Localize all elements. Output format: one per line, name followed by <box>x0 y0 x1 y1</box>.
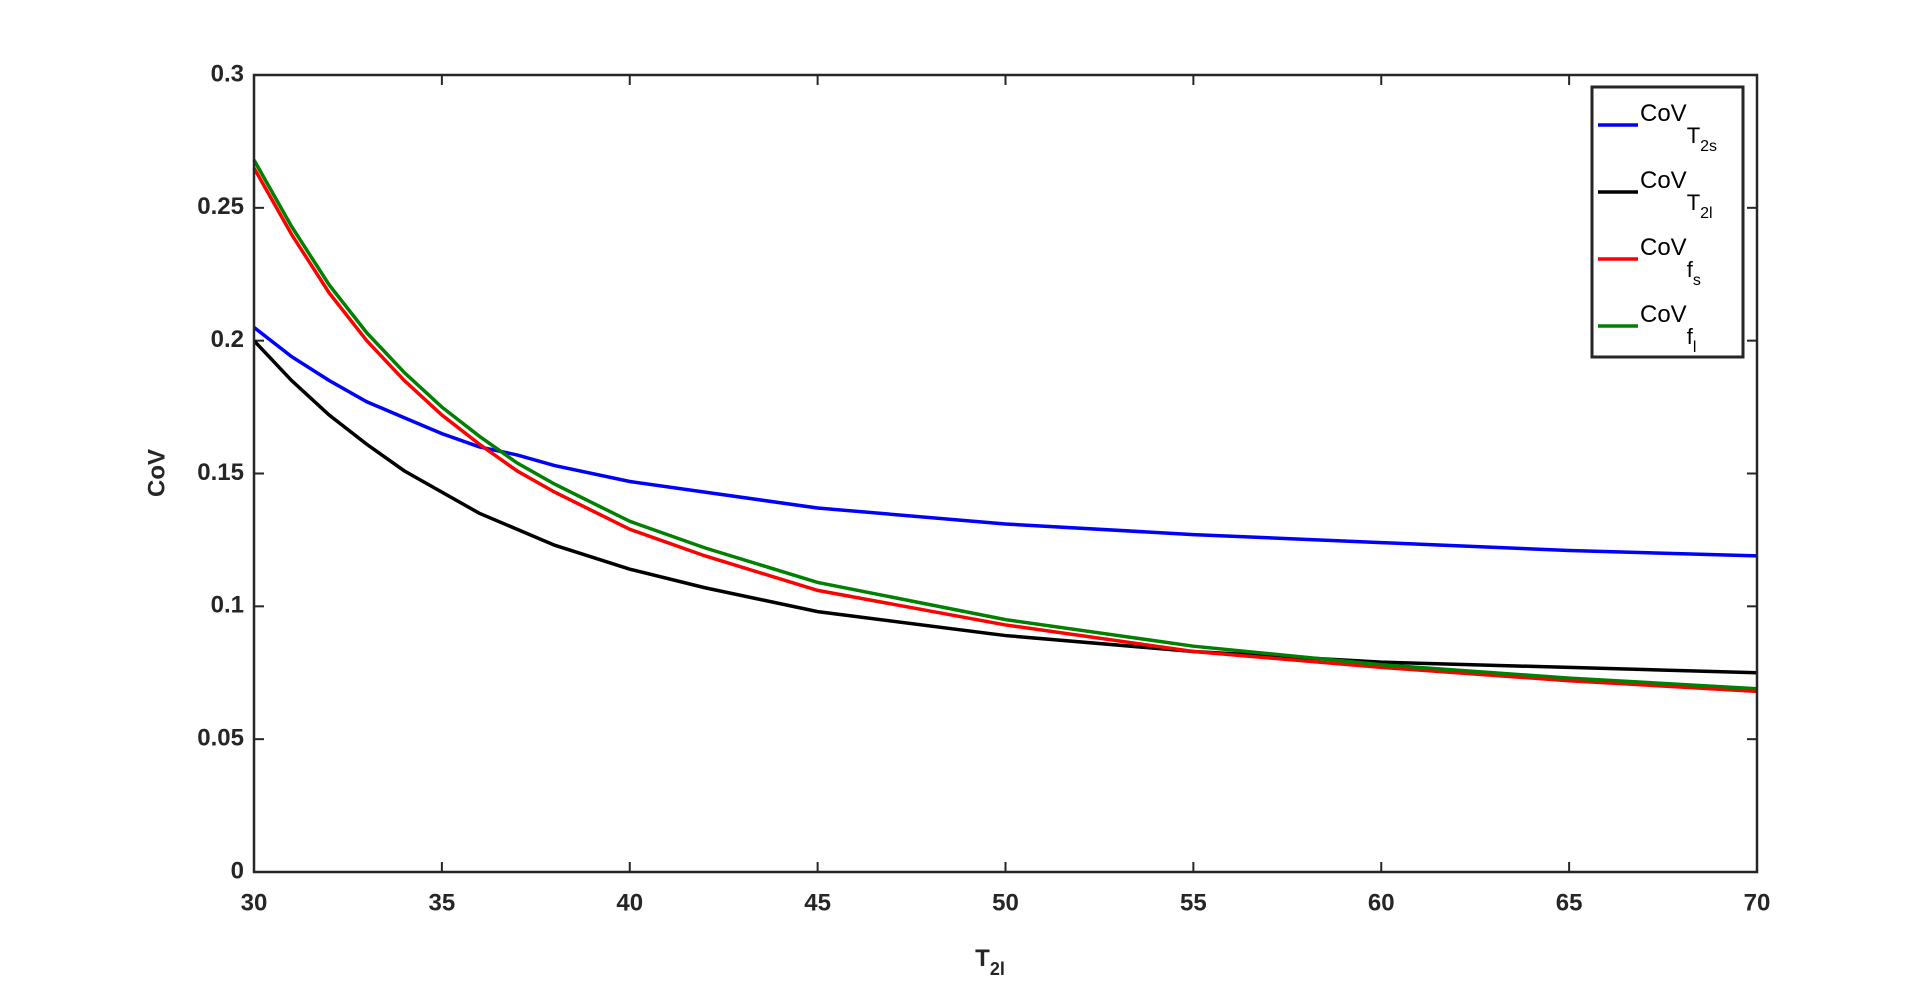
series-line <box>252 339 1758 675</box>
legend-label-subsub: s <box>1693 272 1701 289</box>
legend-label-subsub: 2l <box>1700 205 1712 222</box>
x-tick-label: 70 <box>1744 889 1771 916</box>
y-tick-label: 0.15 <box>197 459 244 486</box>
y-tick-label: 0.3 <box>211 60 244 87</box>
series-line <box>252 159 1758 691</box>
y-tick-label: 0.1 <box>211 592 244 619</box>
legend-label-subsub: l <box>1693 339 1697 356</box>
legend-label-main: CoV <box>1640 301 1687 328</box>
x-tick-label: 50 <box>992 889 1019 916</box>
legend-label-main: CoV <box>1640 234 1687 261</box>
plot-frame <box>252 73 1759 874</box>
x-tick-label: 55 <box>1180 889 1207 916</box>
legend-label-sub: T <box>1687 190 1700 215</box>
y-tick-label: 0.25 <box>197 193 244 220</box>
x-axis-label: T2l <box>975 945 1005 978</box>
y-tick-label: 0.05 <box>197 725 244 752</box>
x-tick-label: 30 <box>241 889 268 916</box>
y-axis-label: CoV <box>143 449 170 497</box>
legend-label: CoVfs <box>1640 234 1701 289</box>
legend-label: CoVT2s <box>1640 100 1717 155</box>
legend-label: CoVfl <box>1640 301 1696 356</box>
legend-label: CoVT2l <box>1640 167 1713 222</box>
legend-label-sub: f <box>1687 324 1694 349</box>
legend-label-main: CoV <box>1640 100 1687 127</box>
y-tick-label: 0.2 <box>211 326 244 353</box>
legend-label-subsub: 2s <box>1700 138 1717 155</box>
x-tick-label: 60 <box>1368 889 1395 916</box>
legend-box <box>1590 85 1745 359</box>
y-tick-label: 0 <box>231 857 244 884</box>
x-tick-label: 45 <box>804 889 831 916</box>
series-line <box>252 326 1758 558</box>
x-axis-label-sub: 2l <box>990 959 1005 979</box>
legend-label-sub: f <box>1687 257 1694 282</box>
x-axis-label-main: T <box>975 945 990 972</box>
x-tick-label: 35 <box>429 889 456 916</box>
legend-label-sub: T <box>1687 123 1700 148</box>
series-line <box>252 167 1758 694</box>
x-tick-label: 65 <box>1556 889 1583 916</box>
legend-label-main: CoV <box>1640 167 1687 194</box>
x-tick-label: 40 <box>616 889 643 916</box>
